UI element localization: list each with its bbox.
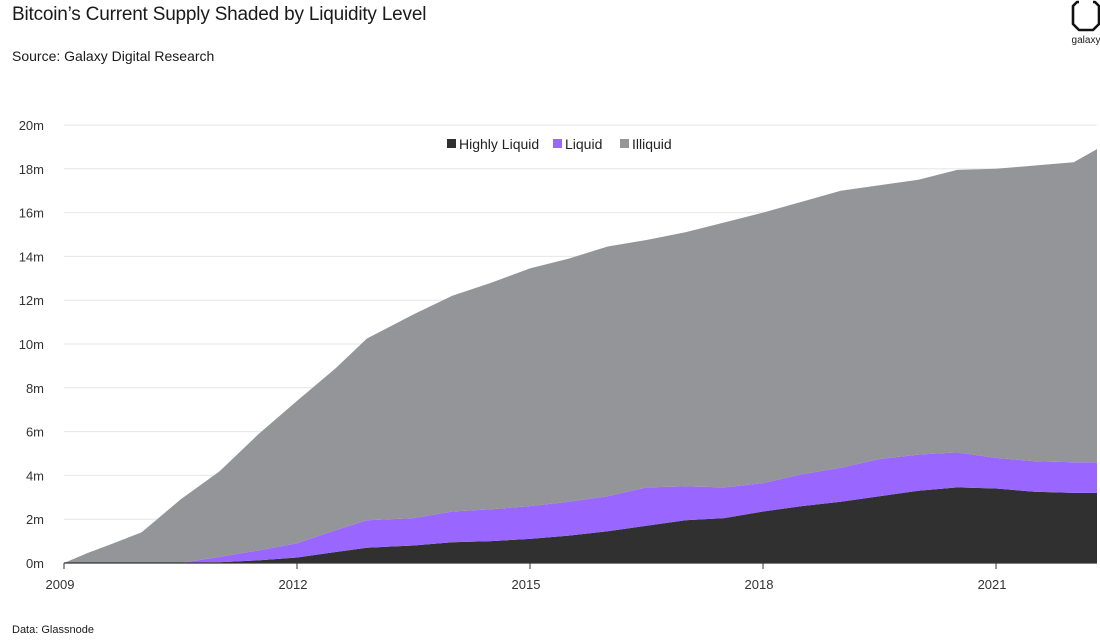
y-tick-label: 14m (19, 249, 44, 264)
legend-item-illiquid: Illiquid (620, 136, 672, 152)
y-tick-label: 16m (19, 206, 44, 221)
legend-item-liquid: Liquid (553, 136, 602, 152)
y-tick-label: 18m (19, 162, 44, 177)
chart-title: Bitcoin’s Current Supply Shaded by Liqui… (12, 4, 427, 25)
chart-subtitle: Source: Galaxy Digital Research (12, 48, 215, 64)
x-tick-label: 2012 (279, 577, 308, 592)
y-tick-label: 12m (19, 293, 44, 308)
y-tick-label: 10m (19, 337, 44, 352)
galaxy-logo-text: galaxy (1071, 35, 1100, 46)
x-tick-label: 2021 (978, 577, 1007, 592)
legend-label: Liquid (565, 136, 602, 152)
y-tick-label: 0m (26, 556, 44, 571)
x-tick-label: 2015 (512, 577, 541, 592)
data-source-footnote: Data: Glassnode (12, 624, 94, 636)
y-tick-label: 20m (19, 118, 44, 133)
y-tick-label: 6m (26, 425, 44, 440)
legend-swatch (553, 139, 562, 148)
area-layer (64, 149, 1097, 563)
x-tick-label: 2009 (46, 577, 75, 592)
axis-layer: 0m 2m 4m 6m 8m 10m 12m 14m 16m 18m 20m 2009 2012 2015… (19, 118, 1097, 592)
legend-item-highly-liquid: Highly Liquid (447, 136, 539, 152)
area-series-illiquid (64, 149, 1097, 563)
legend-label: Highly Liquid (459, 136, 539, 152)
galaxy-logo: galaxy (1068, 0, 1100, 46)
y-tick-label: 8m (26, 381, 44, 396)
area-series-highly-liquid (64, 487, 1097, 563)
legend-label: Illiquid (632, 136, 672, 152)
galaxy-logo-icon (1071, 0, 1100, 32)
legend-swatch (620, 139, 629, 148)
y-tick-label: 4m (26, 468, 44, 483)
legend: Highly Liquid Liquid Illiquid (447, 136, 672, 152)
legend-swatch (447, 139, 456, 148)
area-series-liquid (64, 452, 1097, 563)
y-tick-label: 2m (26, 512, 44, 527)
x-tick-label: 2018 (745, 577, 774, 592)
